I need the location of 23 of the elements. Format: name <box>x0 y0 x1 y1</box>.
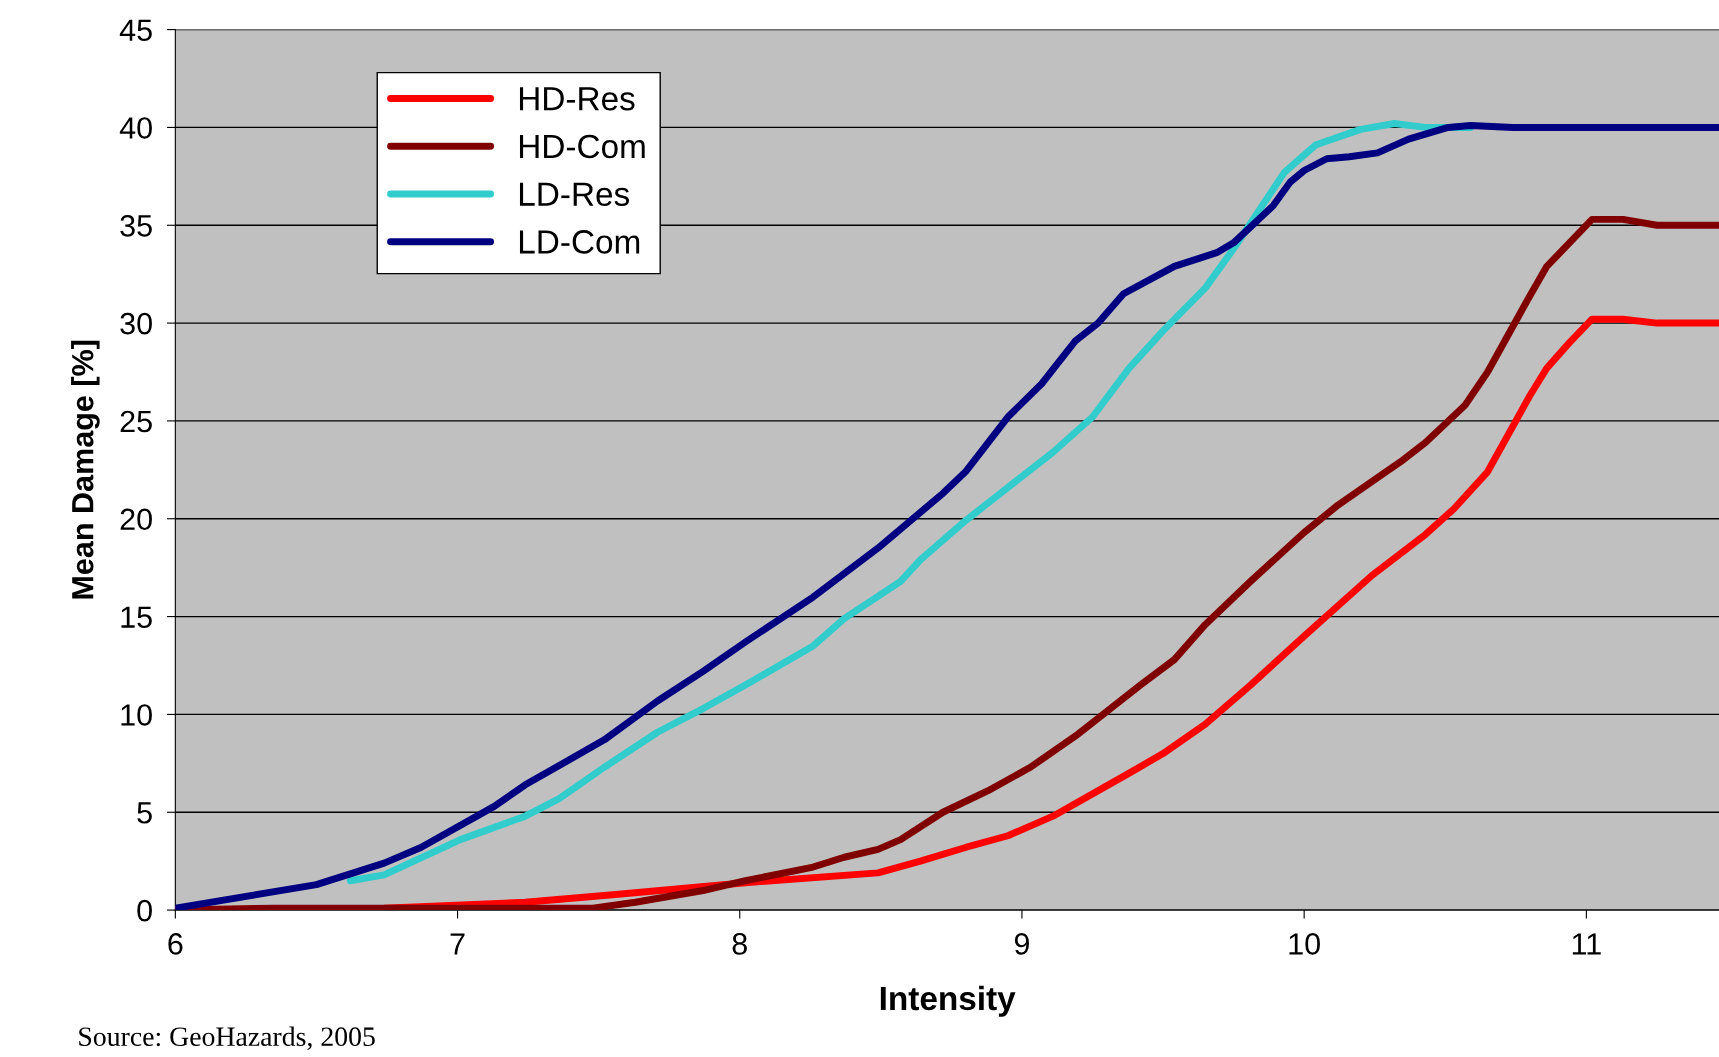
y-tick-label: 0 <box>137 899 152 922</box>
y-tick-label: 20 <box>120 508 152 531</box>
legend-label: HD-Res <box>519 87 635 111</box>
y-tick-label: 35 <box>120 214 152 237</box>
y-tick-label: 45 <box>119 19 152 41</box>
legend-label: HD-Com <box>519 134 645 159</box>
y-tick-label: 15 <box>121 606 152 628</box>
x-tick-label: 7 <box>450 933 465 955</box>
x-tick-label: 8 <box>732 933 747 955</box>
y-tick-label: 40 <box>119 117 152 139</box>
y-axis-title: Mean Damage [%] <box>71 340 100 599</box>
y-tick-label: 30 <box>120 312 152 335</box>
x-tick-label: 6 <box>168 933 183 955</box>
y-tick-label: 25 <box>120 410 152 433</box>
x-axis-title: Intensity <box>880 985 1016 1017</box>
x-tick-label: 11 <box>1572 933 1601 955</box>
x-tick-label: 9 <box>1014 933 1029 955</box>
legend-label: LD-Res <box>519 182 630 206</box>
legend-label: LD-Com <box>519 230 640 254</box>
y-tick-label: 10 <box>121 704 152 726</box>
x-tick-label: 10 <box>1289 933 1320 955</box>
y-tick-label: 5 <box>137 802 152 824</box>
source-note: Source: GeoHazards, 2005 <box>79 1026 375 1051</box>
